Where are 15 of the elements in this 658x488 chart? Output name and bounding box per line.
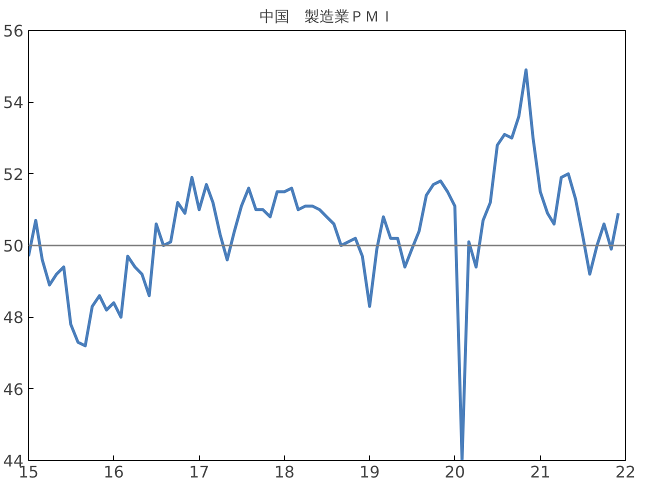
x-tick-label: 19 [359, 462, 380, 482]
x-tick-label: 20 [444, 462, 466, 482]
y-tick-label: 54 [3, 93, 24, 112]
x-tick-label: 18 [274, 462, 295, 482]
x-tick-label: 21 [530, 462, 550, 482]
x-tick-label: 22 [615, 462, 636, 482]
y-tick-label: 48 [3, 308, 24, 328]
y-tick-label: 56 [3, 22, 24, 40]
x-tick-label: 16 [104, 462, 124, 482]
chart-title: 中国 製造業ＰＭＩ [260, 8, 394, 26]
y-tick-label: 46 [3, 380, 24, 399]
y-tick-label: 52 [3, 164, 24, 184]
line-series [28, 68, 620, 460]
y-tick-label: 50 [3, 236, 24, 256]
x-tick-label: 17 [188, 462, 210, 482]
